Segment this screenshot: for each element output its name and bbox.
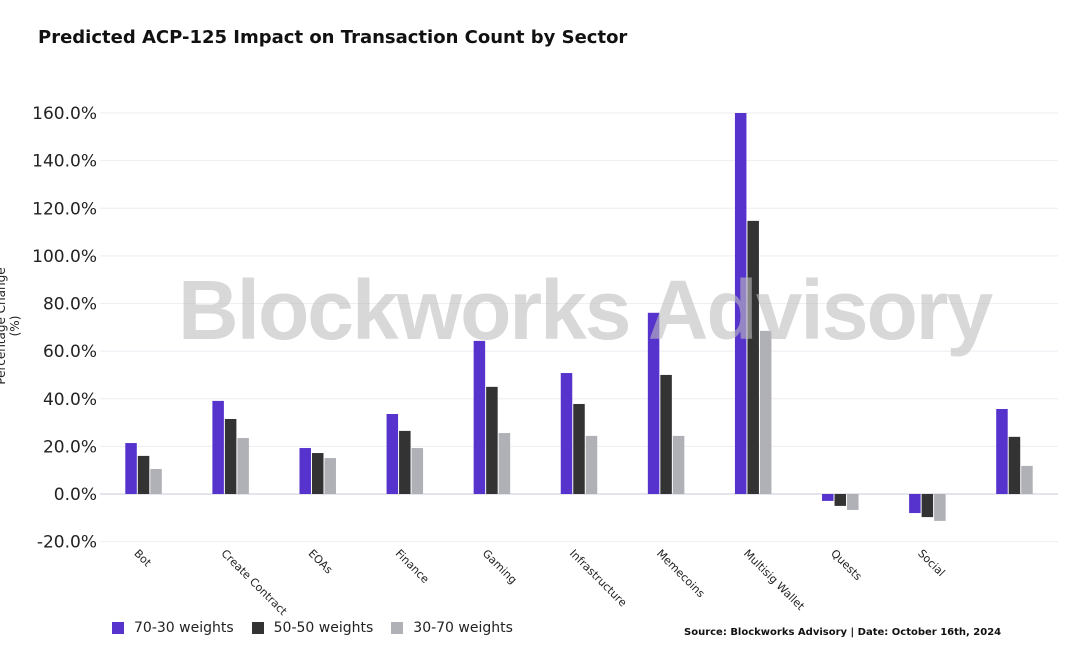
y-tick-label: 0.0%: [54, 485, 97, 505]
legend-label: 70-30 weights: [134, 620, 234, 636]
bar-70-30-weights: [560, 373, 573, 494]
legend-swatch: [251, 622, 264, 634]
legend-swatch: [112, 622, 124, 634]
bar-70-30-weights: [386, 413, 399, 494]
legend: 70-30 weights 50-50 weights 30-70 weights: [112, 620, 513, 636]
legend-item[interactable]: 30-70 weights: [391, 620, 513, 636]
source-note: Source: Blockworks Advisory | Date: Octo…: [684, 627, 1002, 638]
bar-50-50-weights: [486, 386, 498, 494]
bar-30-70-weights: [847, 494, 859, 510]
bar-50-50-weights: [921, 494, 934, 518]
chart-title: Predicted ACP-125 Impact on Transaction …: [38, 27, 628, 48]
bar-30-70-weights: [411, 448, 424, 494]
bar-70-30-weights: [125, 443, 137, 494]
bar-30-70-weights: [498, 433, 511, 494]
y-tick-label: -20.0%: [37, 533, 97, 553]
bar-30-70-weights: [1021, 465, 1033, 494]
x-tick-label: Infrastructure: [567, 547, 630, 610]
bar-50-50-weights: [311, 453, 324, 494]
bar-30-70-weights: [150, 468, 162, 494]
bar-70-30-weights: [212, 400, 224, 494]
legend-label: 30-70 weights: [413, 620, 513, 636]
x-tick-label: EOAs: [306, 547, 336, 577]
y-tick-label: 40.0%: [43, 390, 97, 410]
x-tick-label: Finance: [393, 547, 432, 586]
y-tick-label: 80.0%: [43, 295, 97, 315]
legend-item[interactable]: 70-30 weights: [112, 620, 234, 636]
bar-50-50-weights: [224, 418, 237, 494]
bar-70-30-weights: [996, 408, 1008, 494]
legend-swatch: [391, 622, 404, 634]
bar-30-70-weights: [759, 330, 772, 494]
bar-70-30-weights: [909, 494, 921, 514]
bar-30-70-weights: [585, 435, 598, 494]
y-tick-label: 20.0%: [43, 437, 97, 457]
bar-50-50-weights: [399, 430, 411, 494]
x-tick-label: Gaming: [480, 547, 520, 587]
legend-label: 50-50 weights: [273, 620, 374, 636]
bar-50-50-weights: [747, 220, 759, 495]
y-tick-label: 100.0%: [32, 247, 97, 267]
bar-30-70-weights: [672, 435, 685, 494]
bar-70-30-weights: [822, 494, 834, 501]
bar-50-50-weights: [660, 374, 672, 494]
bar-70-30-weights: [734, 113, 747, 494]
x-tick-label: Quests: [828, 547, 864, 583]
bar-30-70-weights: [934, 494, 946, 521]
x-tick-label: Bot: [131, 547, 154, 570]
bar-70-30-weights: [473, 340, 486, 494]
x-tick-label: Multisig Wallet: [741, 547, 807, 613]
x-tick-label: Social: [915, 547, 947, 579]
x-tick-label: Create Contract: [219, 547, 290, 618]
bar-30-70-weights: [237, 438, 249, 494]
bar-70-30-weights: [299, 448, 311, 494]
y-tick-label: 140.0%: [32, 152, 97, 172]
y-tick-label: 160.0%: [32, 104, 97, 124]
y-tick-label: 120.0%: [32, 199, 97, 219]
legend-item[interactable]: 50-50 weights: [251, 620, 374, 636]
bar-50-50-weights: [834, 494, 847, 506]
bar-50-50-weights: [137, 455, 150, 494]
y-tick-label: 60.0%: [43, 342, 97, 362]
bar-50-50-weights: [1008, 436, 1021, 494]
bar-30-70-weights: [324, 458, 336, 494]
bar-50-50-weights: [573, 403, 585, 494]
x-tick-label: Memecoins: [654, 547, 707, 600]
bar-70-30-weights: [647, 312, 660, 494]
